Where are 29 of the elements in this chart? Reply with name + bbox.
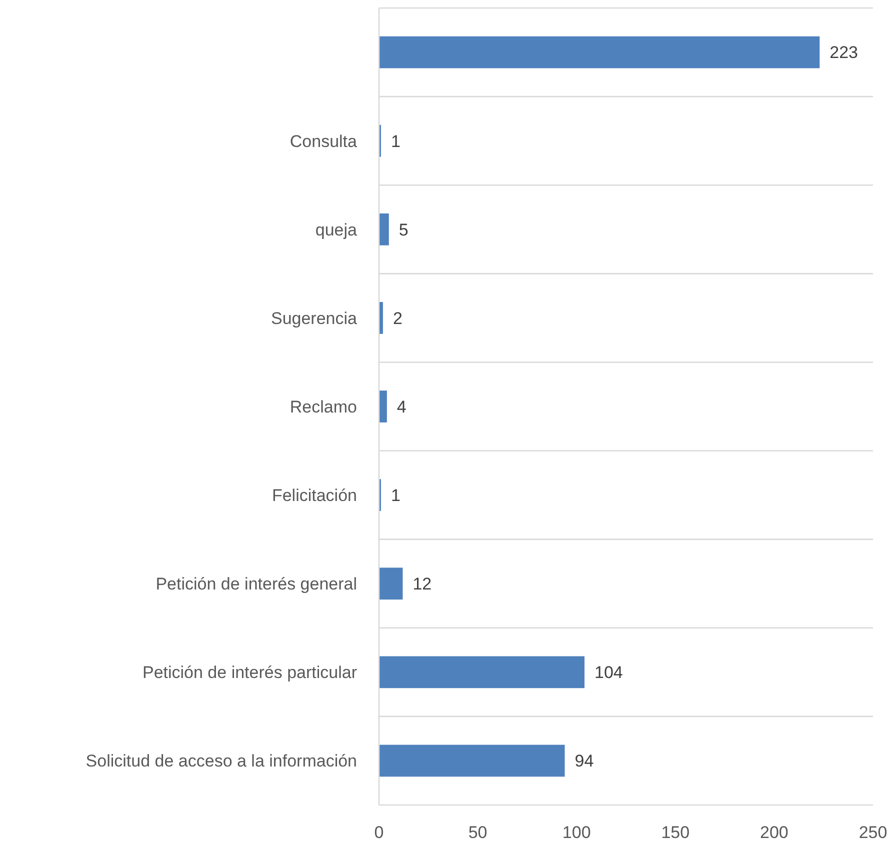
data-label: 4 bbox=[396, 397, 406, 416]
x-tick-label: 0 bbox=[374, 823, 384, 842]
y-tick-label: Petición de interés general bbox=[156, 574, 357, 594]
y-tick-label: Reclamo bbox=[290, 397, 357, 416]
bar bbox=[379, 390, 387, 422]
y-tick-label: Solicitud de acceso a la información bbox=[86, 752, 357, 771]
y-tick-label: Petición de interés particular bbox=[142, 663, 358, 682]
x-tick-label: 250 bbox=[858, 823, 888, 842]
y-tick-label: Sugerencia bbox=[270, 308, 358, 328]
data-label: 1 bbox=[390, 486, 400, 506]
bar bbox=[379, 213, 389, 246]
x-tick-label: 200 bbox=[760, 823, 788, 842]
bar bbox=[379, 36, 820, 68]
data-label: 1 bbox=[390, 132, 400, 151]
data-label: 12 bbox=[412, 574, 432, 594]
bar bbox=[379, 744, 565, 777]
y-tick-label: queja bbox=[315, 220, 358, 240]
bar bbox=[379, 656, 585, 688]
data-label: 2 bbox=[392, 308, 402, 328]
data-label: 223 bbox=[830, 43, 858, 62]
bar bbox=[379, 568, 403, 600]
x-tick-label: 150 bbox=[661, 823, 690, 842]
data-label: 104 bbox=[594, 663, 623, 682]
x-tick-label: 100 bbox=[562, 823, 591, 842]
y-tick-label: Consulta bbox=[290, 132, 358, 151]
y-tick-label: Felicitación bbox=[272, 486, 357, 506]
x-tick-label: 50 bbox=[468, 823, 488, 842]
data-label: 5 bbox=[398, 220, 408, 240]
data-label: 94 bbox=[574, 752, 594, 771]
